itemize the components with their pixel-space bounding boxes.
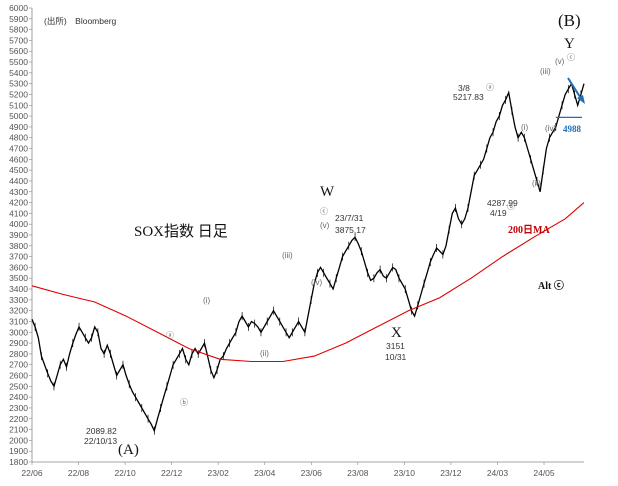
y-tick-label: 4100 xyxy=(9,208,28,218)
y-tick-label: 4700 xyxy=(9,144,28,154)
marker-b2: ⓑ xyxy=(507,202,515,211)
y-tick-label: 5600 xyxy=(9,46,28,56)
peak-w-value: 3875.17 xyxy=(335,225,366,235)
y-tick-label: 3400 xyxy=(9,284,28,294)
wave-x-label: X xyxy=(391,325,402,341)
peak-a-date: 3/8 xyxy=(458,83,470,93)
low-b-date: 4/19 xyxy=(490,208,507,218)
chart-title: SOX指数 日足 xyxy=(134,223,228,240)
marker-iii2: (iii) xyxy=(540,67,551,76)
y-tick-label: 3800 xyxy=(9,241,28,251)
y-tick-label: 2000 xyxy=(9,435,28,445)
alt-c-label: Alt ⓒ xyxy=(538,279,564,292)
y-tick-label: 5200 xyxy=(9,89,28,99)
wave-a-label: (A) xyxy=(118,442,139,458)
peak-a-value: 5217.83 xyxy=(453,92,484,102)
x-axis: 22/06 22/08 22/10 22/12 23/02 23/04 23/06 23/08… xyxy=(21,461,584,478)
marker-i2: (i) xyxy=(521,123,528,132)
low-a-value: 2089.82 xyxy=(86,426,117,436)
y-tick-label: 2600 xyxy=(9,371,28,381)
y-tick-label: 3300 xyxy=(9,295,28,305)
marker-b1: ⓑ xyxy=(180,398,188,407)
low-b-value: 4287.99 xyxy=(487,198,518,208)
y-tick-label: 5100 xyxy=(9,100,28,110)
y-tick-label: 3600 xyxy=(9,262,28,272)
marker-a1: ⓐ xyxy=(166,331,174,340)
x-tick-label: 24/05 xyxy=(533,468,555,478)
wave-w-label: W xyxy=(320,184,335,200)
x-tick-label: 23/08 xyxy=(347,468,369,478)
y-tick-label: 2200 xyxy=(9,414,28,424)
y-tick-label: 4200 xyxy=(9,198,28,208)
y-tick-label: 5300 xyxy=(9,79,28,89)
y-tick-label: 3200 xyxy=(9,306,28,316)
y-tick-label: 3900 xyxy=(9,230,28,240)
y-tick-label: 4400 xyxy=(9,176,28,186)
marker-a2: ⓐ xyxy=(486,83,494,92)
y-tick-label: 5800 xyxy=(9,25,28,35)
source-label: (出所) Bloomberg xyxy=(44,16,117,26)
marker-c1: ⓒ xyxy=(320,207,328,216)
y-tick-label: 1800 xyxy=(9,457,28,467)
y-tick-label: 3100 xyxy=(9,316,28,326)
low-x-value: 3151 xyxy=(386,341,405,351)
marker-ii1: (ii) xyxy=(260,349,269,358)
y-tick-label: 4800 xyxy=(9,133,28,143)
ma200-line xyxy=(31,202,585,363)
x-tick-label: 23/10 xyxy=(394,468,416,478)
x-tick-label: 22/12 xyxy=(161,468,183,478)
x-tick-label: 22/08 xyxy=(68,468,90,478)
wave-b-label: (B) xyxy=(558,11,581,30)
y-tick-label: 2100 xyxy=(9,425,28,435)
y-tick-label: 5500 xyxy=(9,57,28,67)
y-tick-label: 2700 xyxy=(9,360,28,370)
down-arrow-icon xyxy=(567,77,585,104)
y-tick-label: 4500 xyxy=(9,165,28,175)
y-tick-label: 5700 xyxy=(9,35,28,45)
marker-i1: (i) xyxy=(203,296,210,305)
ma-label: 200日MA xyxy=(508,224,550,236)
y-tick-label: 2800 xyxy=(9,349,28,359)
wave-y-label: Y xyxy=(564,36,575,52)
y-tick-label: 2900 xyxy=(9,338,28,348)
y-tick-label: 4600 xyxy=(9,154,28,164)
marker-iv1: (iv) xyxy=(311,278,322,287)
y-tick-label: 4300 xyxy=(9,187,28,197)
y-tick-label: 3500 xyxy=(9,273,28,283)
y-tick-label: 5400 xyxy=(9,68,28,78)
marker-c2: ⓒ xyxy=(567,53,575,62)
x-tick-label: 22/06 xyxy=(21,468,43,478)
y-tick-label: 2500 xyxy=(9,381,28,391)
x-tick-label: 22/10 xyxy=(114,468,136,478)
y-tick-label: 1900 xyxy=(9,446,28,456)
y-tick-label: 5000 xyxy=(9,111,28,121)
series-layer xyxy=(31,82,585,435)
x-tick-label: 23/04 xyxy=(254,468,276,478)
peak-w-date: 23/7/31 xyxy=(335,213,364,223)
y-tick-label: 4900 xyxy=(9,122,28,132)
x-tick-label: 24/03 xyxy=(487,468,509,478)
marker-iv2: (iv) xyxy=(545,124,556,133)
x-tick-label: 23/02 xyxy=(208,468,230,478)
low-x-date: 10/31 xyxy=(385,352,407,362)
y-tick-label: 3700 xyxy=(9,252,28,262)
x-tick-label: 23/06 xyxy=(301,468,323,478)
price-line xyxy=(31,82,585,433)
target-line-label: 4988 xyxy=(563,124,582,134)
marker-v2: (v) xyxy=(555,57,565,66)
y-tick-label: 6000 xyxy=(9,3,28,13)
y-axis: 1800190020002100220023002400250026002700… xyxy=(9,3,33,467)
marker-v1: (v) xyxy=(320,221,330,230)
marker-iii1: (iii) xyxy=(282,251,293,260)
y-tick-label: 5900 xyxy=(9,14,28,24)
marker-ii2: (ii) xyxy=(532,179,541,188)
y-tick-label: 4000 xyxy=(9,219,28,229)
y-tick-label: 2400 xyxy=(9,392,28,402)
x-tick-label: 23/12 xyxy=(440,468,462,478)
y-tick-label: 2300 xyxy=(9,403,28,413)
y-tick-label: 3000 xyxy=(9,327,28,337)
low-a-date: 22/10/13 xyxy=(84,436,117,446)
